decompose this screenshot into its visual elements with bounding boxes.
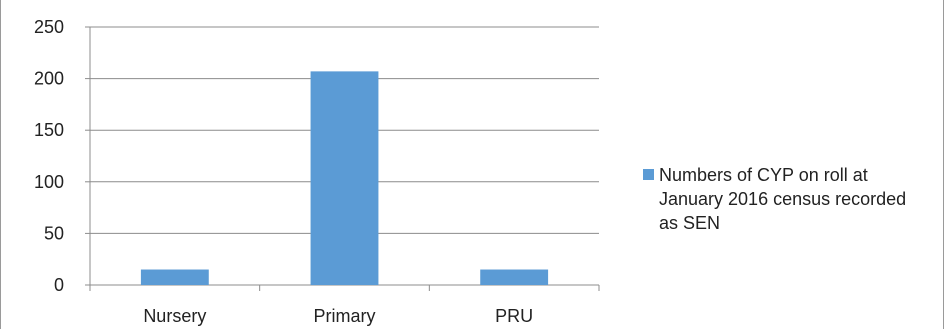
- legend-label: Numbers of CYP on roll at January 2016 c…: [659, 165, 907, 233]
- x-tick-labels: Nursery Primary PRU: [143, 306, 533, 326]
- bar-primary: [310, 71, 379, 285]
- y-tick-labels: 0 50 100 150 200 250: [34, 17, 64, 295]
- legend-swatch: [643, 169, 654, 180]
- x-tick-label: Nursery: [143, 306, 206, 326]
- bar-nursery: [140, 269, 209, 285]
- legend: Numbers of CYP on roll at January 2016 c…: [643, 163, 939, 235]
- bars: [140, 71, 549, 285]
- y-tick-label: 250: [34, 17, 64, 37]
- y-tick-label: 200: [34, 69, 64, 89]
- y-tick-label: 150: [34, 120, 64, 140]
- x-tick-label: PRU: [495, 306, 533, 326]
- bar-pru: [480, 269, 549, 285]
- y-tick-label: 100: [34, 172, 64, 192]
- y-tick-label: 0: [54, 275, 64, 295]
- x-tick-label: Primary: [314, 306, 376, 326]
- y-tick-label: 50: [44, 223, 64, 243]
